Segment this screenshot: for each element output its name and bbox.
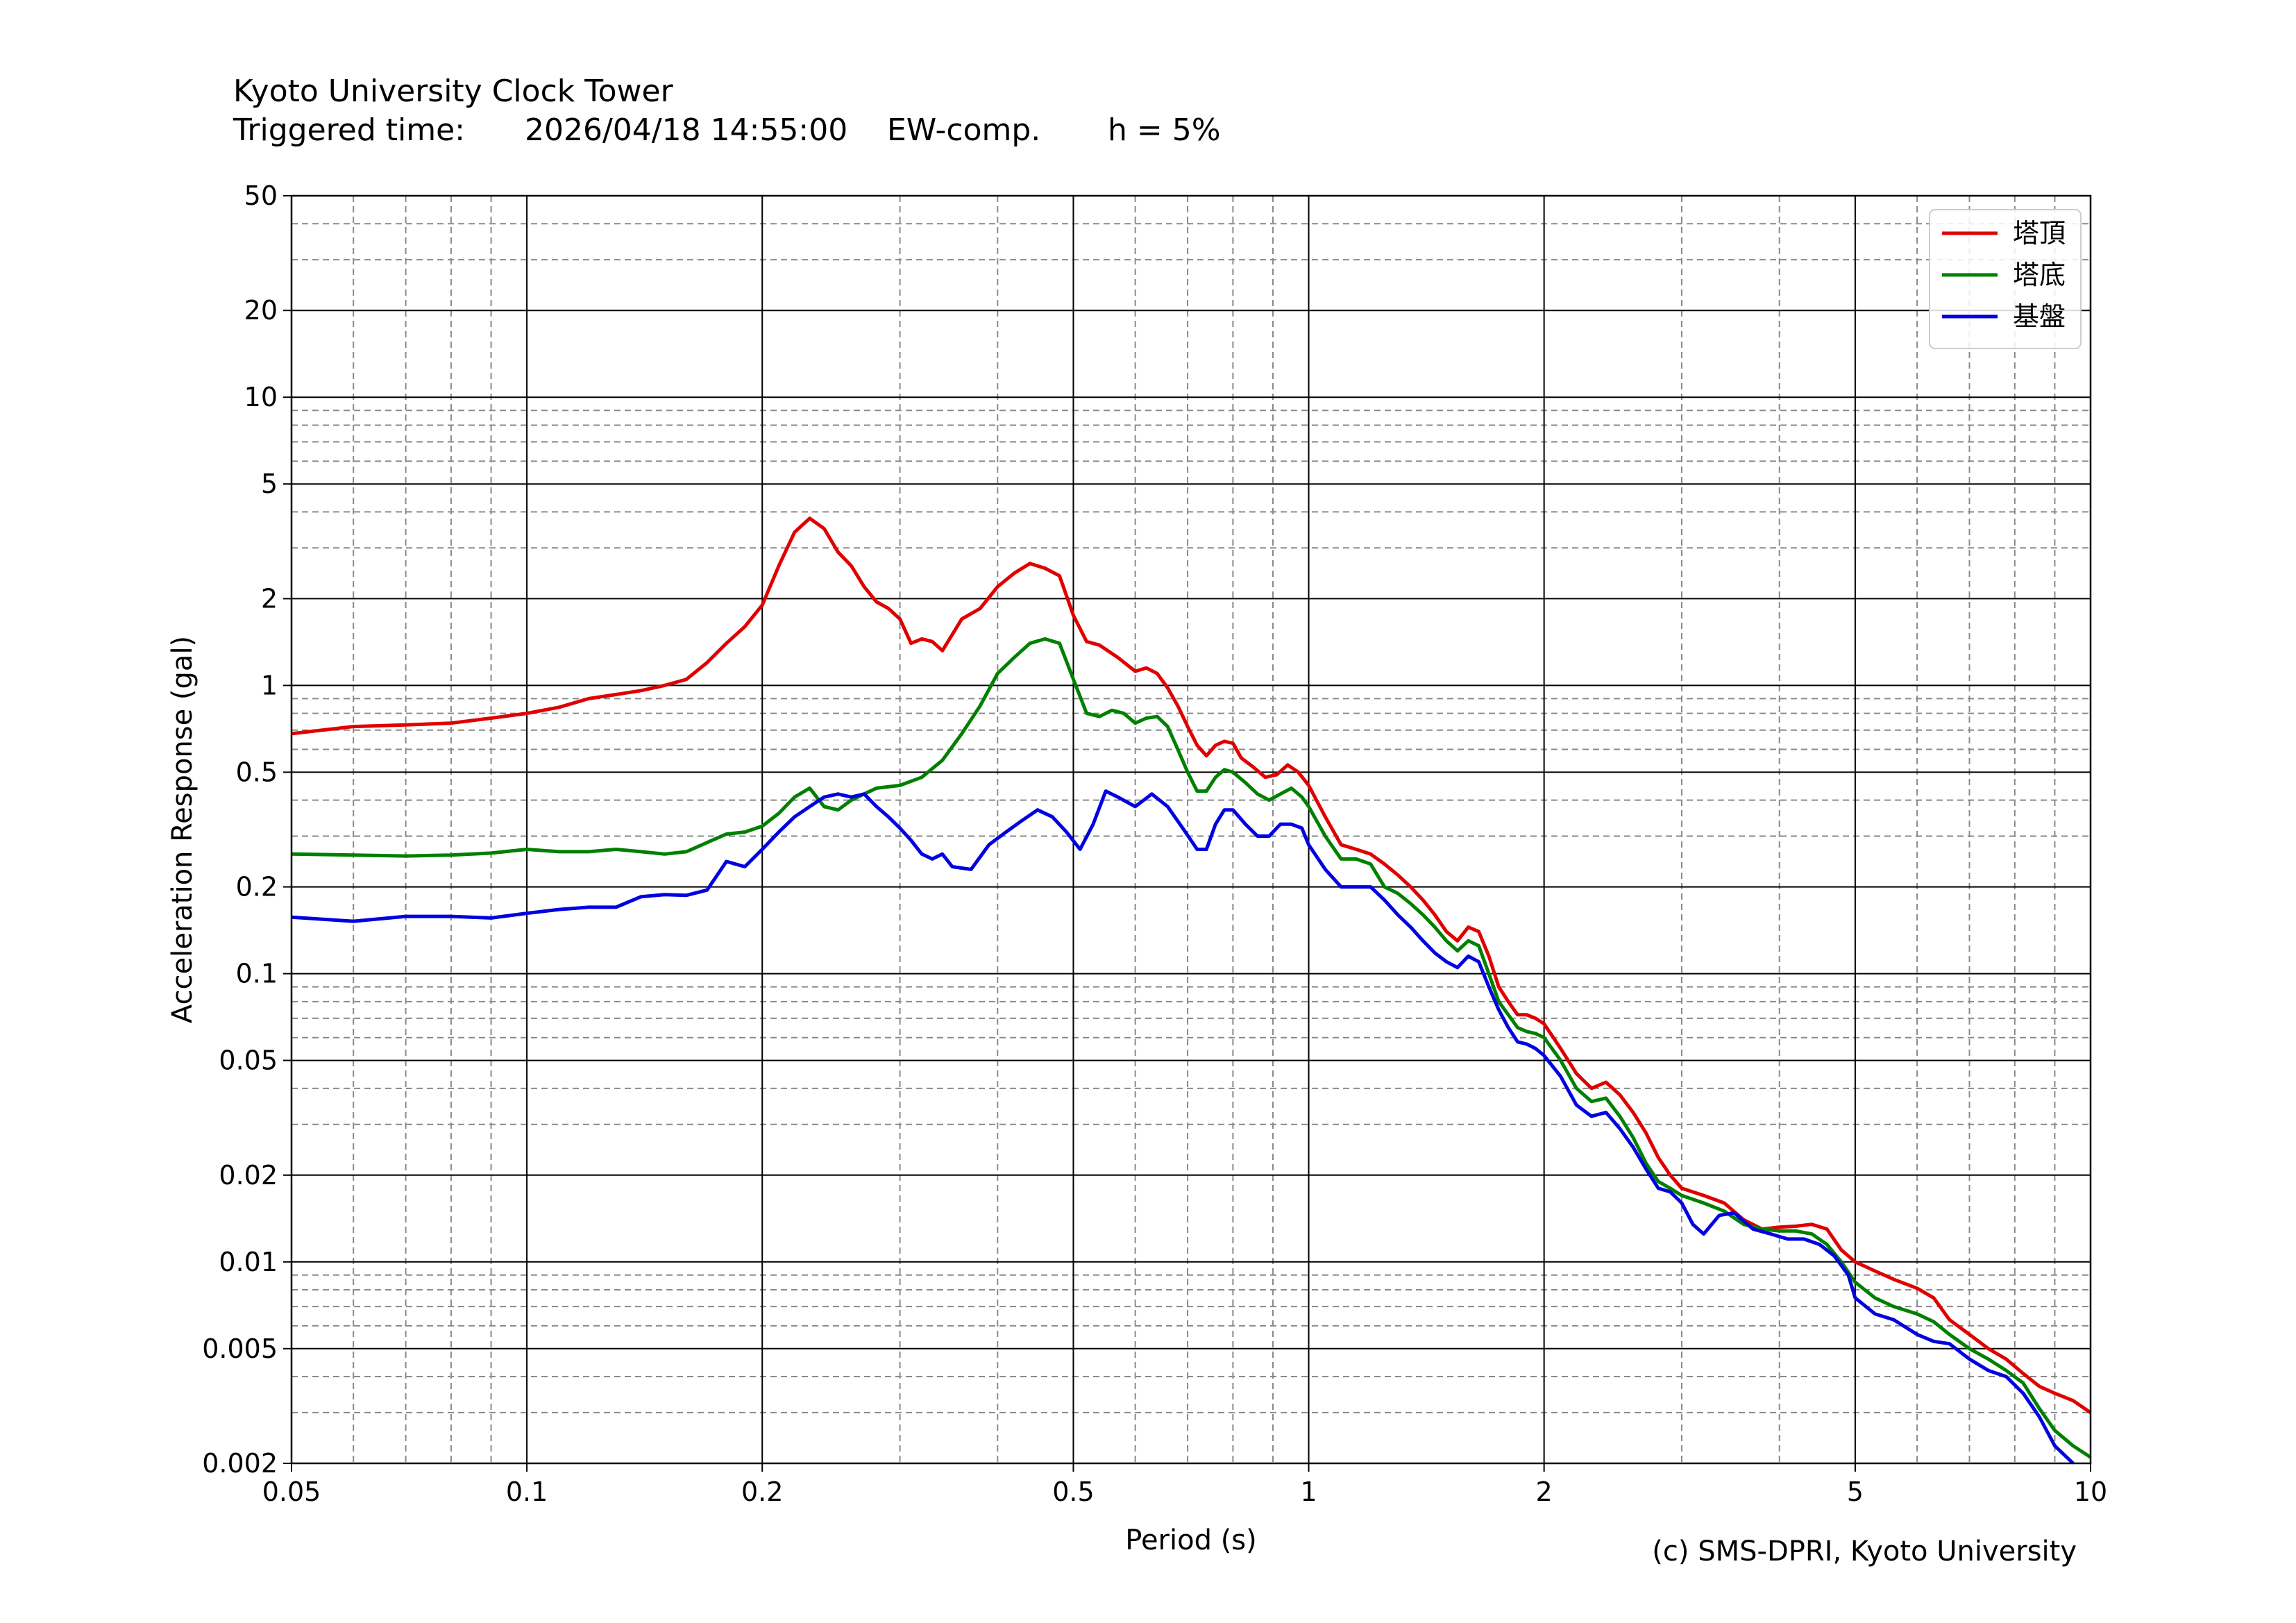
x-axis-label: Period (s)	[1125, 1524, 1257, 1556]
series-line	[291, 637, 2092, 1459]
x-tick-label: 0.5	[1052, 1477, 1094, 1507]
copyright: (c) SMS-DPRI, Kyoto University	[1652, 1536, 2077, 1567]
y-tick-label: 10	[244, 382, 278, 412]
y-tick-label: 0.05	[219, 1045, 278, 1076]
y-tick-label: 20	[244, 295, 278, 326]
y-tick-label: 0.2	[236, 872, 278, 902]
legend-label: 塔頂	[2013, 218, 2066, 249]
y-tick-label: 0.02	[219, 1160, 278, 1191]
y-tick-label: 5	[261, 469, 278, 499]
x-tick-label: 2	[1536, 1477, 1553, 1507]
chart-title-line1: Kyoto University Clock Tower	[233, 74, 673, 109]
x-tick-label: 5	[1847, 1477, 1864, 1507]
series-line	[291, 516, 2092, 1414]
triggered-time: 2026/04/18 14:55:00	[525, 112, 848, 148]
damping-label: h = 5%	[1108, 112, 1221, 148]
y-tick-label: 50	[244, 180, 278, 211]
legend-box	[1929, 209, 2082, 349]
x-tick-label: 0.05	[262, 1477, 321, 1507]
x-tick-label: 10	[2074, 1477, 2107, 1507]
y-tick-label: 0.005	[202, 1334, 278, 1364]
x-tick-label: 1	[1300, 1477, 1317, 1507]
x-tick-label: 0.1	[506, 1477, 548, 1507]
tick-labels: 0.05 0.1 0.2 0.5 1 2 5 10 0.002 0.005 0.01 0.02 0.05…	[202, 180, 2107, 1507]
plot-frame	[290, 194, 2092, 1465]
series-line	[291, 789, 2075, 1465]
y-tick-label: 1	[261, 670, 278, 700]
legend-label: 塔底	[2013, 260, 2066, 290]
y-tick-label: 0.1	[236, 959, 278, 989]
component-label: EW-comp.	[887, 112, 1041, 148]
triggered-label: Triggered time:	[233, 112, 465, 148]
minor-grid	[292, 196, 2091, 1463]
x-tick-label: 0.2	[741, 1477, 783, 1507]
major-grid	[291, 195, 2091, 1464]
series-layer	[291, 516, 2092, 1465]
y-tick-label: 0.5	[236, 757, 278, 787]
y-axis-label: Acceleration Response (gal)	[167, 636, 199, 1023]
y-tick-label: 0.01	[219, 1247, 278, 1277]
legend-label: 基盤	[2013, 301, 2066, 332]
y-tick-label: 0.002	[202, 1448, 278, 1479]
y-tick-label: 2	[261, 583, 278, 614]
